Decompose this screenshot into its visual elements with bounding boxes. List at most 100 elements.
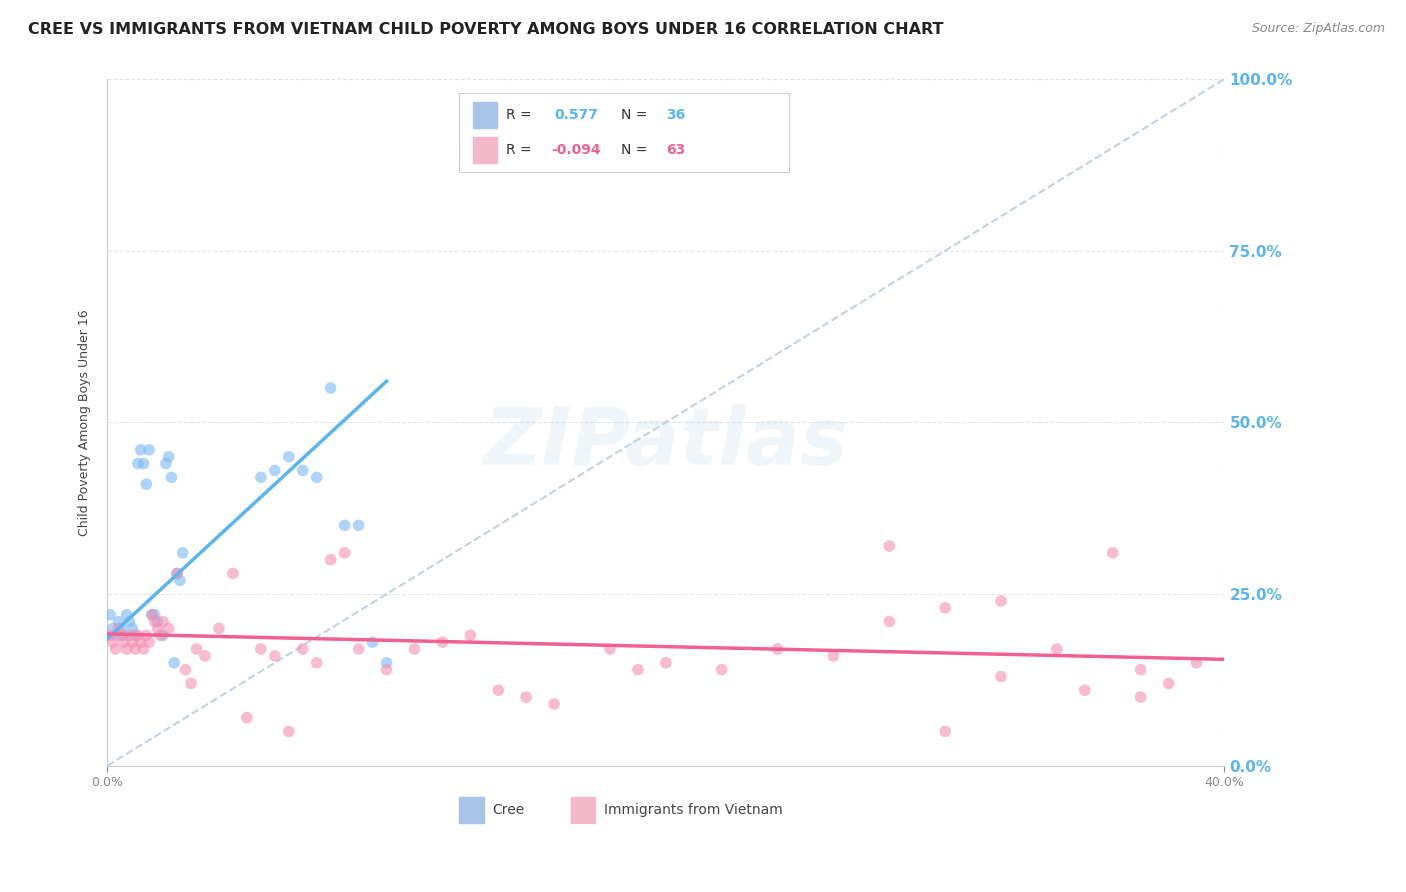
Point: [1046, 642, 1069, 657]
Point: [138, 442, 160, 457]
Point: [194, 648, 217, 663]
Point: [990, 669, 1012, 683]
Point: [174, 663, 197, 677]
FancyBboxPatch shape: [460, 93, 789, 171]
Text: Cree: Cree: [492, 804, 524, 817]
Text: N =: N =: [621, 143, 652, 157]
FancyBboxPatch shape: [460, 797, 484, 823]
Point: [305, 470, 328, 484]
Text: ZIPatlas: ZIPatlas: [484, 404, 848, 482]
Text: R =: R =: [506, 108, 536, 122]
Point: [208, 622, 231, 636]
Point: [1074, 683, 1097, 698]
Point: [118, 615, 141, 629]
Text: 63: 63: [666, 143, 685, 157]
Point: [132, 457, 155, 471]
Point: [1185, 656, 1208, 670]
Point: [121, 622, 143, 636]
Point: [129, 635, 152, 649]
Point: [460, 628, 482, 642]
Point: [112, 628, 135, 642]
Point: [110, 622, 132, 636]
Point: [115, 642, 138, 657]
Point: [135, 477, 157, 491]
Point: [155, 457, 177, 471]
Point: [141, 607, 163, 622]
Point: [305, 656, 328, 670]
Point: [157, 450, 180, 464]
Point: [1129, 690, 1152, 705]
Point: [157, 622, 180, 636]
Point: [347, 518, 370, 533]
Point: [486, 683, 509, 698]
Point: [934, 724, 956, 739]
Point: [263, 463, 285, 477]
FancyBboxPatch shape: [472, 102, 498, 128]
Point: [655, 656, 678, 670]
Text: 36: 36: [666, 108, 685, 122]
Point: [599, 642, 621, 657]
Point: [361, 635, 384, 649]
Y-axis label: Child Poverty Among Boys Under 16: Child Poverty Among Boys Under 16: [79, 309, 91, 536]
Point: [319, 381, 342, 395]
Point: [180, 676, 202, 690]
Point: [186, 642, 208, 657]
Text: 0.577: 0.577: [554, 108, 598, 122]
FancyBboxPatch shape: [472, 136, 498, 162]
Point: [1129, 663, 1152, 677]
Point: [110, 628, 132, 642]
Point: [432, 635, 454, 649]
Point: [101, 635, 124, 649]
Point: [107, 615, 129, 629]
Point: [515, 690, 537, 705]
Point: [152, 615, 174, 629]
Point: [934, 600, 956, 615]
Point: [250, 470, 273, 484]
Point: [166, 566, 188, 581]
Point: [160, 470, 183, 484]
Point: [1157, 676, 1180, 690]
Point: [319, 553, 342, 567]
Text: R =: R =: [506, 143, 536, 157]
Point: [121, 635, 143, 649]
Point: [98, 607, 121, 622]
Point: [169, 574, 191, 588]
Point: [250, 642, 273, 657]
Point: [163, 656, 186, 670]
Point: [143, 607, 166, 622]
Point: [135, 628, 157, 642]
Point: [263, 648, 285, 663]
Text: Immigrants from Vietnam: Immigrants from Vietnam: [605, 804, 783, 817]
Point: [277, 724, 299, 739]
Point: [277, 450, 299, 464]
Point: [990, 594, 1012, 608]
Point: [101, 622, 124, 636]
Point: [1101, 546, 1123, 560]
Point: [112, 635, 135, 649]
Point: [291, 463, 314, 477]
Text: CREE VS IMMIGRANTS FROM VIETNAM CHILD POVERTY AMONG BOYS UNDER 16 CORRELATION CH: CREE VS IMMIGRANTS FROM VIETNAM CHILD PO…: [28, 22, 943, 37]
Point: [127, 628, 149, 642]
Point: [766, 642, 789, 657]
Point: [291, 642, 314, 657]
Point: [104, 628, 127, 642]
Point: [143, 615, 166, 629]
Point: [404, 642, 426, 657]
Point: [236, 711, 259, 725]
Point: [138, 635, 160, 649]
Point: [375, 663, 398, 677]
Point: [141, 607, 163, 622]
Point: [132, 642, 155, 657]
Point: [152, 628, 174, 642]
Point: [172, 546, 194, 560]
Point: [127, 457, 149, 471]
Point: [166, 566, 188, 581]
Point: [129, 442, 152, 457]
Point: [146, 615, 169, 629]
Point: [543, 697, 565, 711]
Point: [333, 518, 356, 533]
Point: [107, 622, 129, 636]
Point: [149, 628, 172, 642]
Text: Source: ZipAtlas.com: Source: ZipAtlas.com: [1251, 22, 1385, 36]
Point: [375, 656, 398, 670]
